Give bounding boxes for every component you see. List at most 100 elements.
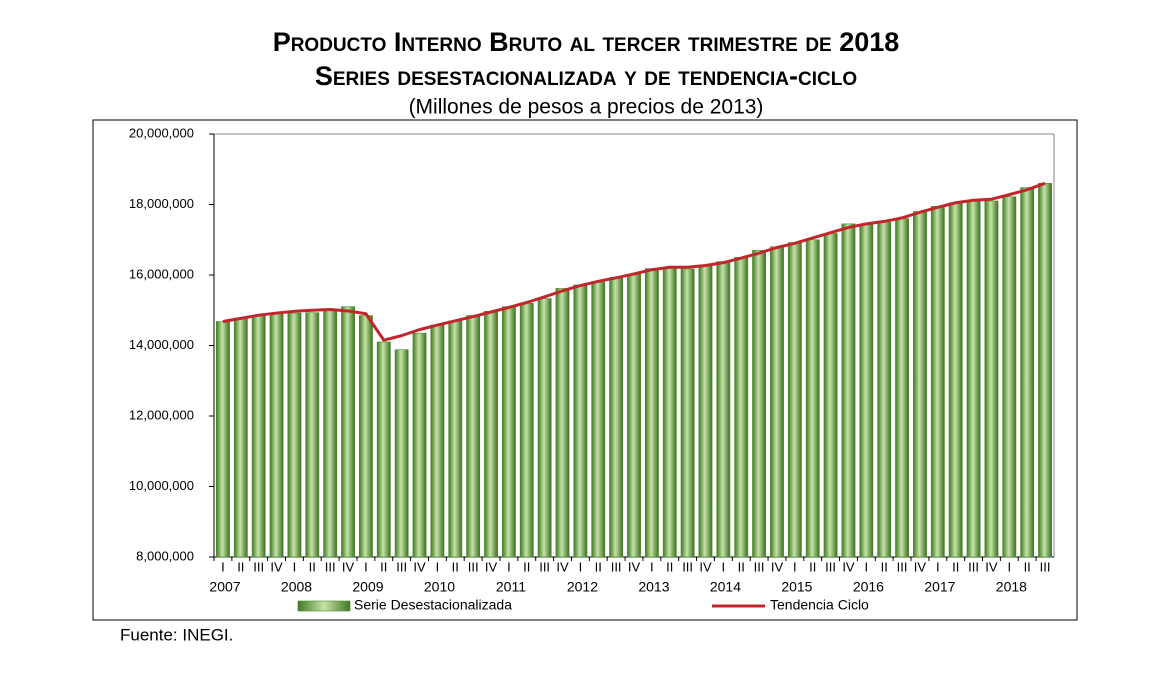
x-tick-label: II	[595, 559, 602, 574]
x-tick-label: IV	[914, 559, 927, 574]
x-tick-label: I	[507, 559, 511, 574]
bar	[233, 317, 248, 558]
x-tick-label: I	[293, 559, 297, 574]
bar	[573, 284, 588, 558]
bar	[966, 199, 981, 558]
units-label: (Millones de pesos a precios de 2013)	[409, 96, 764, 119]
x-tick-label: I	[722, 559, 726, 574]
x-tick-label: III	[468, 559, 479, 574]
bar	[519, 302, 534, 558]
x-tick-label: II	[523, 559, 530, 574]
y-tick-label: 12,000,000	[129, 407, 194, 422]
x-tick-label: IV	[413, 559, 426, 574]
chart-title: Producto Interno Bruto al tercer trimest…	[273, 27, 900, 57]
x-tick-label: II	[1024, 559, 1031, 574]
x-tick-label: I	[936, 559, 940, 574]
x-tick-label: IV	[270, 559, 283, 574]
chart-frame	[92, 119, 1078, 621]
year-label: 2007	[209, 579, 240, 595]
x-tick-label: I	[221, 559, 225, 574]
bar	[627, 273, 641, 558]
bar	[501, 306, 516, 558]
year-label: 2009	[352, 579, 383, 595]
bar	[841, 223, 856, 558]
bar	[323, 309, 338, 558]
x-tick-label: I	[650, 559, 654, 574]
bar	[913, 211, 927, 558]
bar	[752, 250, 767, 558]
x-tick-label: III	[897, 559, 908, 574]
bar	[698, 264, 713, 558]
bar	[1038, 183, 1052, 558]
y-tick-label: 16,000,000	[129, 266, 194, 281]
bar	[555, 288, 570, 558]
x-tick-label: IV	[699, 559, 712, 574]
bar	[251, 315, 266, 558]
bar	[644, 268, 659, 558]
x-tick-label: III	[253, 559, 264, 574]
bar	[484, 311, 498, 558]
x-tick-label: III	[1040, 559, 1051, 574]
x-tick-label: III	[825, 559, 836, 574]
year-label: 2017	[924, 579, 955, 595]
x-tick-label: IV	[342, 559, 355, 574]
bar	[376, 341, 391, 558]
bar	[537, 298, 552, 558]
bar	[341, 306, 355, 558]
y-tick-label: 18,000,000	[129, 196, 194, 211]
x-tick-label: II	[881, 559, 888, 574]
year-label: 2015	[781, 579, 812, 595]
x-tick-label: III	[539, 559, 550, 574]
source: Fuente: INEGI.	[120, 625, 233, 644]
x-tick-label: IV	[842, 559, 855, 574]
bar	[609, 277, 624, 558]
bar	[823, 233, 838, 558]
x-tick-label: IV	[556, 559, 569, 574]
bar	[895, 218, 909, 558]
x-tick-label: II	[380, 559, 387, 574]
x-tick-label: II	[237, 559, 244, 574]
x-tick-label: II	[666, 559, 673, 574]
year-label: 2016	[853, 579, 884, 595]
x-tick-label: III	[968, 559, 979, 574]
bar	[412, 332, 427, 558]
x-tick-label: I	[1008, 559, 1012, 574]
year-label: 2008	[281, 579, 312, 595]
x-tick-label: IV	[771, 559, 784, 574]
x-tick-label: II	[952, 559, 959, 574]
x-tick-label: I	[364, 559, 368, 574]
year-label: 2013	[638, 579, 669, 595]
bar	[394, 349, 409, 558]
x-tick-label: II	[738, 559, 745, 574]
bar	[1002, 196, 1017, 558]
x-tick-label: I	[793, 559, 797, 574]
bar	[287, 312, 302, 558]
chart-subtitle: Series desestacionalizada y de tendencia…	[315, 61, 857, 91]
year-label: 2018	[996, 579, 1027, 595]
y-tick-label: 20,000,000	[129, 125, 194, 140]
legend-label: Serie Desestacionalizada	[354, 597, 512, 613]
x-tick-label: III	[682, 559, 693, 574]
x-tick-label: III	[611, 559, 622, 574]
x-tick-label: IV	[628, 559, 641, 574]
year-label: 2012	[567, 579, 598, 595]
x-tick-label: III	[325, 559, 336, 574]
x-tick-label: III	[396, 559, 407, 574]
x-tick-label: IV	[485, 559, 498, 574]
y-tick-label: 10,000,000	[129, 478, 194, 493]
trend-line	[222, 181, 1046, 342]
x-tick-label: I	[865, 559, 869, 574]
year-label: 2011	[496, 579, 526, 595]
bar	[448, 320, 463, 558]
x-tick-label: I	[436, 559, 440, 574]
bar	[984, 200, 999, 558]
bar	[305, 312, 320, 558]
x-tick-label: II	[309, 559, 316, 574]
bar	[359, 315, 373, 558]
bar	[716, 261, 731, 558]
bar	[269, 313, 284, 558]
bar	[466, 315, 481, 558]
year-label: 2010	[424, 579, 455, 595]
bar	[770, 246, 784, 558]
